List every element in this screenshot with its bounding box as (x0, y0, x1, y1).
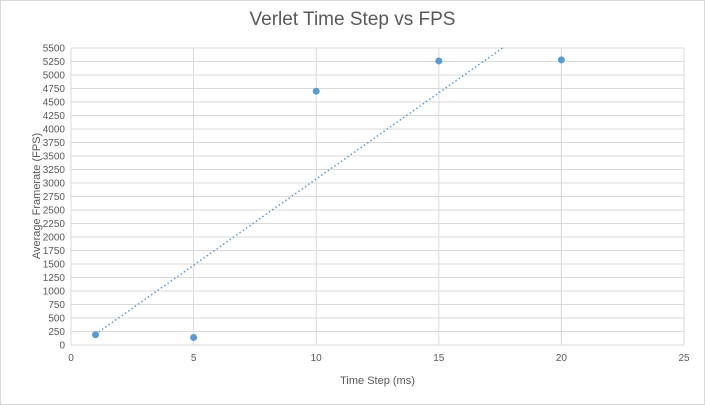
y-tick-label: 2500 (43, 206, 66, 217)
x-tick-label: 10 (311, 353, 323, 364)
trendline (95, 47, 503, 335)
y-tick-label: 2750 (43, 192, 66, 203)
data-point (190, 333, 198, 341)
y-tick-label: 4500 (43, 98, 66, 109)
data-point (312, 87, 320, 95)
y-tick-label: 4250 (43, 111, 66, 122)
y-tick-label: 2250 (43, 219, 66, 230)
y-axis-label: Average Framerate (FPS) (31, 132, 43, 260)
y-tick-label: 5250 (43, 57, 66, 68)
y-tick-label: 4000 (43, 125, 66, 136)
y-tick-label: 3500 (43, 152, 66, 163)
x-tick-label: 0 (68, 353, 74, 364)
y-tick-label: 1000 (43, 287, 66, 298)
x-tick-label: 25 (678, 353, 690, 364)
y-tick-label: 3000 (43, 179, 66, 190)
x-tick-label: 15 (433, 353, 445, 364)
y-tick-label: 5000 (43, 71, 66, 82)
x-axis-label: Time Step (ms) (340, 375, 415, 387)
y-tick-label: 5500 (43, 44, 66, 55)
y-tick-label: 250 (48, 327, 65, 338)
y-tick-label: 1750 (43, 246, 66, 257)
y-tick-label: 2000 (43, 233, 66, 244)
chart-title: Verlet Time Step vs FPS (249, 9, 456, 30)
y-tick-label: 1500 (43, 260, 66, 271)
data-point (557, 56, 565, 64)
x-tick-label: 20 (556, 353, 568, 364)
data-point (92, 331, 100, 339)
y-tick-label: 1250 (43, 273, 66, 284)
y-tick-label: 3750 (43, 138, 66, 149)
y-tick-label: 500 (48, 314, 65, 325)
x-tick-label: 5 (191, 353, 197, 364)
y-tick-label: 4750 (43, 84, 66, 95)
y-tick-label: 3250 (43, 165, 66, 176)
y-tick-label: 750 (48, 300, 65, 311)
data-point (435, 57, 443, 65)
y-tick-label: 0 (59, 341, 65, 352)
